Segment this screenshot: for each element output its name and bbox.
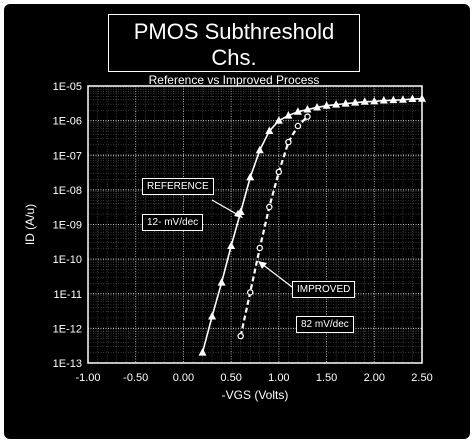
x-tick-label: 2.50	[411, 372, 432, 384]
data-point-reference	[341, 99, 350, 107]
data-point-reference	[370, 96, 379, 105]
chart-title: PMOS Subthreshold Chs.	[133, 19, 335, 70]
x-tick-label: 1.00	[268, 372, 289, 384]
data-point-improved	[294, 122, 302, 130]
data-point-reference	[322, 101, 331, 109]
annotation-improved-label: IMPROVED	[292, 281, 356, 298]
x-axis-label: -VGS (Volts)	[222, 388, 289, 402]
data-point-reference	[274, 116, 283, 124]
y-tick-label: 1E-05	[53, 81, 82, 93]
series-line-reference	[201, 97, 423, 353]
y-tick-label: 1E-07	[53, 150, 82, 162]
data-point-improved	[256, 244, 264, 252]
y-tick-label: 1E-09	[53, 220, 82, 232]
plot-border	[87, 85, 423, 364]
x-tick-label: -1.00	[75, 372, 100, 384]
chart-frame	[4, 4, 470, 439]
grid	[87, 85, 423, 364]
y-tick-labels: 1E-05 1E-06 1E-07 1E-08 1E-09 1E-10 1E-11 1E-12…	[53, 81, 82, 370]
data-point-improved	[266, 203, 273, 211]
data-point-reference	[217, 278, 226, 286]
data-point-reference	[351, 98, 360, 106]
data-point-reference	[313, 102, 322, 111]
y-axis-label: ID (A/u)	[23, 204, 37, 245]
x-tick-labels: -1.00 -0.50 0.00 0.50 1.00 1.50 2.00 2.50	[75, 372, 432, 384]
data-point-reference	[389, 95, 398, 104]
data-point-reference	[198, 348, 207, 356]
data-point-reference	[408, 94, 417, 103]
y-tick-label: 1E-06	[53, 116, 82, 128]
annotation-reference-slope: 12- mV/dec	[142, 214, 204, 231]
leader-improved	[261, 263, 293, 288]
x-tick-label: 1.50	[316, 372, 337, 384]
series-line-improved	[239, 115, 309, 337]
data-point-reference	[284, 111, 293, 119]
data-point-reference	[332, 100, 341, 108]
data-point-improved	[275, 168, 283, 176]
data-point-improved	[304, 113, 311, 120]
x-tick-label: -0.50	[123, 372, 148, 384]
y-tick-label: 1E-13	[53, 358, 82, 370]
leader-reference-arrowhead	[234, 210, 243, 218]
data-point-improved	[237, 332, 244, 340]
data-point-reference	[255, 145, 264, 154]
data-point-reference	[360, 97, 369, 105]
x-tick-label: 2.00	[364, 372, 385, 384]
data-point-reference	[208, 312, 217, 320]
data-point-improved	[285, 138, 292, 146]
data-point-reference	[379, 96, 388, 104]
annotation-improved-slope: 82 mV/dec	[296, 316, 354, 333]
data-point-reference	[293, 107, 302, 115]
x-tick-label: 0.50	[220, 372, 241, 384]
data-point-reference	[227, 241, 236, 249]
series-layer	[198, 94, 426, 356]
leader-improved-arrowhead	[258, 261, 267, 269]
data-point-improved	[246, 289, 254, 296]
y-tick-label: 1E-10	[53, 254, 82, 266]
y-tick-label: 1E-11	[53, 289, 82, 301]
y-tick-label: 1E-08	[53, 185, 82, 197]
chart-subtitle: Reference vs Improved Process	[148, 73, 320, 87]
data-point-reference	[398, 95, 407, 103]
chart-title-box: PMOS Subthreshold Chs. Reference vs Impr…	[108, 14, 360, 87]
annotation-reference-label: REFERENCE	[142, 178, 214, 195]
leader-reference	[211, 199, 241, 217]
y-tick-label: 1E-12	[53, 323, 82, 335]
data-point-reference	[303, 104, 312, 113]
annotation-leaders	[211, 199, 293, 288]
data-point-reference	[246, 172, 255, 181]
data-point-reference	[265, 126, 274, 135]
x-tick-label: 0.00	[173, 372, 194, 384]
data-point-reference	[418, 94, 426, 102]
